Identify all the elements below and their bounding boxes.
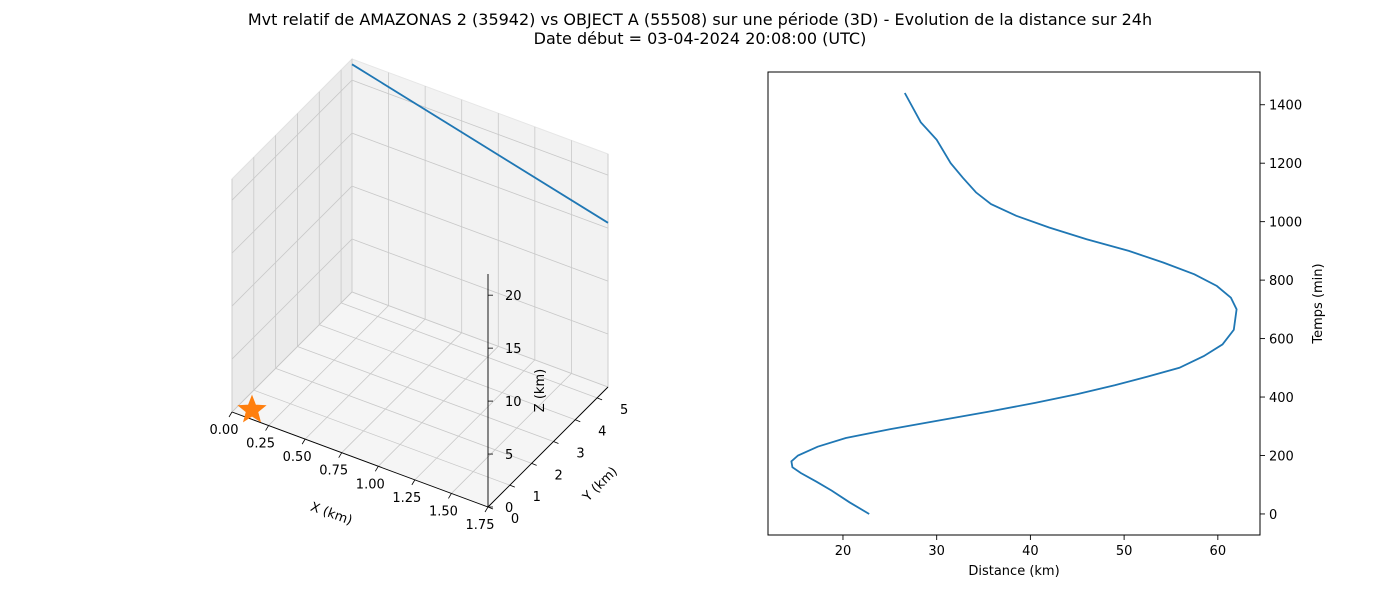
grid-line-x-floor	[304, 318, 426, 440]
y-tick-label: 1000	[1269, 216, 1302, 231]
x-axis-label-2d: Distance (km)	[968, 564, 1059, 579]
grid-line-y-floor	[319, 324, 576, 421]
x-tick-label-3d: 1.25	[392, 491, 421, 506]
y-tick-mark-3d	[575, 419, 581, 423]
x-tick-mark-3d	[228, 411, 233, 418]
y-tick-label-3d: 2	[554, 468, 562, 483]
axes-3d	[231, 274, 609, 508]
x-tick-label: 40	[1022, 544, 1039, 559]
x-tick-mark-3d	[265, 425, 269, 431]
x-tick-label-3d: 1.50	[429, 504, 458, 519]
x-tick-mark-3d	[338, 452, 343, 458]
y-tick-mark-3d	[553, 441, 559, 444]
grid-line-z-side	[231, 132, 353, 254]
star-marker-origin	[237, 394, 267, 423]
y-tick-label-3d: 4	[598, 425, 606, 440]
grid-line-z-side	[231, 79, 353, 201]
y-tick-mark-3d	[509, 484, 515, 488]
x-tick-label-3d: 0.50	[283, 450, 312, 465]
z-axis-label-3d: Z (km)	[533, 369, 548, 412]
series-3d	[237, 63, 609, 423]
grid-line-x-floor	[268, 305, 389, 426]
grid-line-z-side	[231, 238, 353, 360]
grid-line-z-back	[351, 185, 609, 282]
grid-line-x-floor	[414, 359, 536, 481]
z-tick-label-3d: 0	[505, 501, 513, 516]
x-tick-mark-3d	[374, 466, 379, 472]
x-tick-label-3d: 0.25	[246, 437, 275, 452]
grid-line-z-side	[231, 185, 353, 307]
figure-title-line2: Date début = 03-04-2024 20:08:00 (UTC)	[534, 29, 867, 48]
series-line-3d	[351, 63, 609, 224]
grid-line-y-floor	[275, 367, 532, 464]
grid-line-x-floor	[341, 332, 462, 453]
x-tick-mark-3d	[484, 506, 489, 513]
grid-line-z-back	[351, 238, 609, 335]
z-tick-label-3d: 5	[505, 448, 513, 463]
z-tick-label-3d: 15	[505, 342, 522, 357]
x-tick-label-3d: 0.75	[319, 464, 348, 479]
x-tick-label: 60	[1210, 544, 1227, 559]
grid-line-z-side	[231, 291, 353, 413]
y-tick-label: 800	[1269, 274, 1294, 289]
y-tick-label-3d: 5	[620, 403, 628, 418]
grid-line-z-back	[351, 79, 609, 176]
x-tick-label-3d: 1.75	[466, 518, 495, 533]
x-axis-label-3d: X (km)	[308, 500, 354, 529]
x-tick-label: 30	[928, 544, 945, 559]
figure-title-line1: Mvt relatif de AMAZONAS 2 (35942) vs OBJ…	[248, 10, 1152, 29]
y-tick-label: 1200	[1269, 157, 1302, 172]
grid-line-z-back	[351, 132, 609, 229]
y-axis-line-3d	[487, 386, 609, 508]
x-tick-label: 50	[1116, 544, 1133, 559]
x-tick-label-3d: 1.00	[356, 477, 385, 492]
x-tick-label: 20	[835, 544, 852, 559]
z-tick-label-3d: 10	[505, 395, 522, 410]
x-tick-mark-3d	[301, 438, 306, 445]
y-tick-mark-3d	[531, 462, 537, 466]
y-tick-label-3d: 3	[576, 447, 584, 462]
x-tick-label-3d: 0.00	[210, 423, 239, 438]
y-tick-label: 1400	[1269, 99, 1302, 114]
x-tick-mark-3d	[411, 479, 416, 486]
grid-line-x-floor	[451, 373, 572, 494]
y-tick-label-3d: 1	[533, 490, 541, 505]
y-tick-label-3d: 0	[511, 512, 519, 527]
y-tick-label: 0	[1269, 508, 1277, 523]
grid-line-z-back	[351, 291, 609, 388]
y-tick-label: 400	[1269, 391, 1294, 406]
grid-line-x-floor	[378, 346, 499, 467]
series-line-distance	[790, 92, 1238, 515]
z-tick-label-3d: 20	[505, 289, 522, 304]
y-tick-mark-3d	[596, 397, 603, 401]
y-tick-label: 200	[1269, 449, 1294, 464]
grid-line-y-floor	[340, 302, 598, 399]
x-tick-mark-3d	[448, 493, 452, 499]
y-axis-label-3d: Y (km)	[580, 464, 621, 505]
ticks-3d: 0.000.250.500.751.001.251.501.75 01234505…	[210, 289, 629, 533]
chart-3d-relative-motion: 0.000.250.500.751.001.251.501.75 01234505…	[210, 57, 629, 533]
x-axis-line-3d	[231, 411, 489, 508]
y-tick-label: 600	[1269, 333, 1294, 348]
grid-line-y-floor	[253, 389, 510, 486]
grid-line-y-floor	[297, 346, 554, 442]
y-axis-label-2d: Temps (min)	[1311, 263, 1326, 344]
plot-frame	[767, 71, 1261, 536]
